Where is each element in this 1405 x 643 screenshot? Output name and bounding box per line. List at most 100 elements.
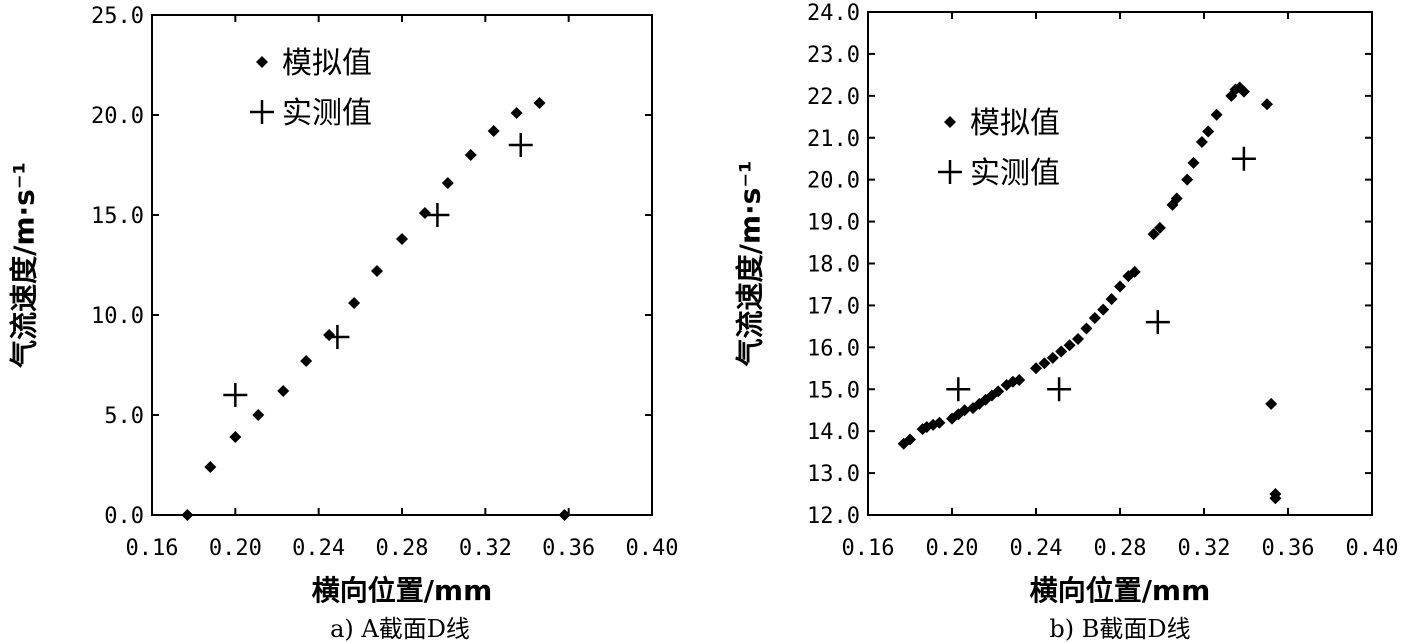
data-point	[1153, 221, 1166, 234]
x-tick-label: 0.32	[459, 536, 512, 561]
y-tick-label: 14.0	[807, 420, 860, 445]
data-point	[1202, 125, 1215, 138]
x-tick-label: 0.24	[1010, 536, 1063, 561]
data-point	[1265, 397, 1278, 410]
data-point	[252, 409, 265, 421]
data-point	[1210, 108, 1223, 121]
chart-caption: a) A截面D线	[330, 615, 470, 643]
data-point	[1097, 303, 1110, 316]
data-point	[904, 433, 916, 446]
legend-label: 实测值	[970, 156, 1060, 191]
data-point	[992, 385, 1005, 398]
x-tick-label: 0.40	[626, 536, 679, 561]
y-tick-label: 15.0	[807, 378, 860, 403]
data-point	[933, 416, 946, 429]
data-point	[1269, 492, 1282, 505]
data-point	[1261, 98, 1273, 111]
data-point	[1046, 351, 1059, 364]
y-tick-label: 5.0	[104, 404, 144, 429]
data-point	[1013, 374, 1026, 387]
x-tick-label: 0.36	[1262, 536, 1315, 561]
legend-label: 模拟值	[282, 46, 372, 81]
data-point	[1170, 192, 1183, 205]
data-point	[223, 383, 248, 407]
y-tick-label: 18.0	[807, 253, 860, 278]
data-point	[464, 149, 477, 161]
data-point	[418, 207, 431, 219]
chart-1: 0.16 0.20 0.24 0.28 0.32 0.36 0.40 0.0 5.0 10.0 15…	[8, 4, 679, 643]
legend-marker	[256, 56, 268, 68]
data-point	[487, 125, 500, 137]
series-measured	[946, 146, 1256, 402]
x-tick-label: 0.28	[1094, 536, 1147, 561]
data-point	[1038, 357, 1051, 370]
data-point	[1055, 345, 1068, 358]
y-tick-label: 25.0	[91, 4, 144, 29]
data-point	[958, 404, 971, 417]
data-point	[1072, 332, 1084, 345]
data-point	[510, 107, 523, 119]
x-tick-label: 0.20	[209, 536, 262, 561]
data-point	[325, 325, 350, 349]
data-point	[441, 177, 454, 189]
y-axis-label: 气流速度/m·s⁻¹	[8, 162, 41, 369]
data-point	[1105, 293, 1118, 306]
x-tick-label: 0.24	[292, 536, 345, 561]
x-axis-label: 横向位置/mm	[312, 574, 493, 607]
data-point	[558, 509, 571, 521]
x-tick-label: 0.16	[842, 536, 895, 561]
legend-label: 实测值	[282, 96, 372, 131]
x-tick-label: 0.28	[376, 536, 429, 561]
data-point	[204, 461, 217, 473]
data-point	[1187, 156, 1200, 169]
data-point	[300, 355, 313, 367]
y-tick-label: 10.0	[91, 304, 144, 329]
data-point	[371, 265, 383, 277]
series-simulated	[897, 81, 1282, 505]
data-point	[1195, 135, 1208, 148]
data-point	[348, 297, 361, 309]
data-point	[1114, 280, 1126, 293]
data-point	[1231, 146, 1256, 171]
y-tick-label: 17.0	[807, 294, 860, 319]
y-axis-label: 气流速度/m·s⁻¹	[734, 161, 767, 368]
data-point	[1047, 377, 1072, 402]
y-tick-label: 23.0	[807, 43, 860, 68]
y-tick-label: 0.0	[104, 504, 144, 529]
data-point	[508, 133, 533, 157]
data-point	[1181, 173, 1194, 186]
y-tick-label: 19.0	[807, 211, 860, 236]
data-point	[1145, 310, 1170, 335]
data-point	[1088, 311, 1101, 324]
legend-marker	[938, 160, 962, 184]
y-tick-label: 16.0	[807, 336, 860, 361]
plot-frame	[867, 11, 1373, 516]
data-point	[1030, 362, 1042, 375]
legend-label: 模拟值	[970, 106, 1060, 141]
data-point	[229, 431, 242, 443]
data-point	[323, 329, 336, 341]
y-tick-label: 20.0	[807, 169, 860, 194]
data-point	[181, 509, 194, 521]
y-tick-label: 24.0	[807, 1, 860, 26]
series-measured	[223, 133, 533, 407]
data-point	[946, 377, 971, 402]
data-point	[1237, 85, 1250, 98]
x-tick-label: 0.20	[926, 536, 979, 561]
y-tick-label: 20.0	[91, 104, 144, 129]
y-tick-label: 13.0	[807, 462, 860, 487]
y-tick-label: 22.0	[807, 85, 860, 110]
x-tick-label: 0.40	[1346, 536, 1399, 561]
y-tick-label: 21.0	[807, 127, 860, 152]
data-point	[1080, 322, 1093, 335]
data-point	[277, 385, 290, 397]
plot-frame	[151, 14, 653, 516]
y-tick-label: 15.0	[91, 204, 144, 229]
legend-marker	[250, 100, 274, 124]
data-point	[533, 97, 546, 109]
series-simulated	[181, 97, 571, 521]
x-tick-label: 0.32	[1178, 536, 1231, 561]
data-point	[1128, 265, 1141, 278]
x-axis-label: 横向位置/mm	[1030, 574, 1211, 607]
